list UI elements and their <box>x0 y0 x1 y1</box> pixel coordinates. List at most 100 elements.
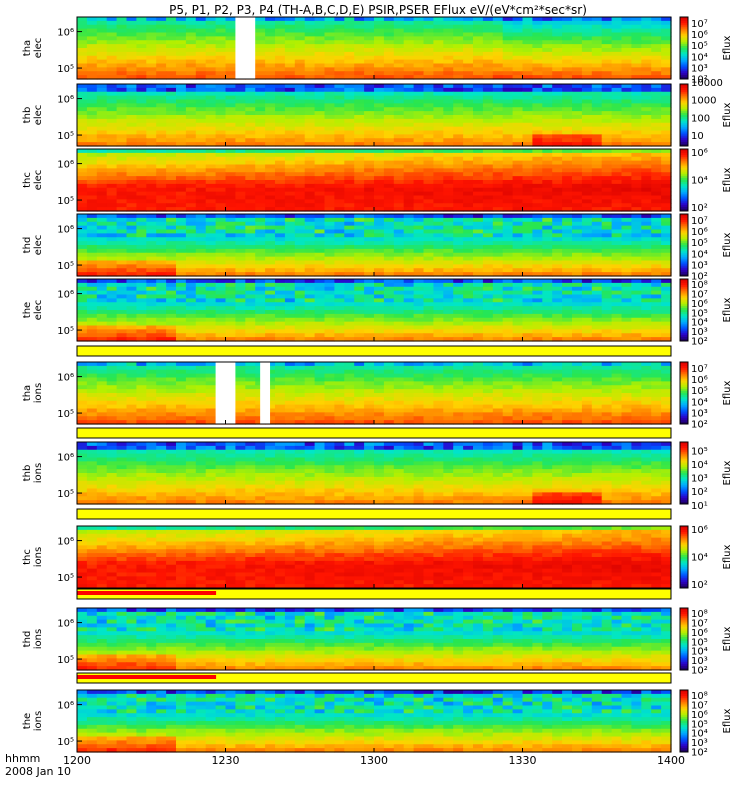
spectrogram-cell <box>413 337 425 342</box>
spectrogram-cell <box>77 156 88 162</box>
spectrogram-cell <box>651 264 662 269</box>
spectrogram-cell <box>116 298 128 303</box>
spectrogram-cell <box>532 67 543 72</box>
spectrogram-cell <box>453 225 464 231</box>
spectrogram-cell <box>166 329 177 334</box>
spectrogram-cell <box>116 233 128 238</box>
spectrogram-cell <box>443 264 454 269</box>
spectrogram-cell <box>275 103 286 108</box>
spectrogram-cell <box>631 142 642 147</box>
spectrogram-cell <box>393 294 405 299</box>
spectrogram-cell <box>453 252 464 258</box>
spectrogram-cell <box>423 279 434 284</box>
spectrogram-cell <box>591 75 603 80</box>
spectrogram-cell <box>423 84 434 89</box>
spectrogram-cell <box>581 302 593 307</box>
spectrogram-cell <box>235 99 246 104</box>
spectrogram-cell <box>324 183 335 189</box>
spectrogram-cell <box>294 118 306 124</box>
spectrogram-cell <box>166 233 177 238</box>
spectrogram-cell <box>443 44 454 49</box>
spectrogram-cell <box>344 168 355 173</box>
spectrogram-cell <box>304 87 316 93</box>
spectrogram-cell <box>542 118 553 124</box>
colorbar-segment <box>680 159 688 162</box>
spectrogram-cell <box>205 156 217 162</box>
spectrogram-cell <box>453 199 464 204</box>
spectrogram-cell <box>413 87 425 93</box>
spectrogram-cell <box>314 172 326 177</box>
spectrogram-cell <box>542 248 553 254</box>
spectrogram-cell <box>621 91 632 97</box>
spectrogram-cell <box>77 199 88 204</box>
spectrogram-cell <box>205 221 217 227</box>
spectrogram-cell <box>77 20 88 26</box>
spectrogram-cell <box>255 103 266 108</box>
spectrogram-cell <box>275 241 286 246</box>
spectrogram-cell <box>225 156 236 162</box>
spectrogram-cell <box>235 156 246 162</box>
spectrogram-cell <box>195 152 207 158</box>
spectrogram-cell <box>453 164 464 169</box>
spectrogram-cell <box>354 32 365 37</box>
spectrogram-cell <box>512 245 524 250</box>
spectrogram-cell <box>581 252 593 258</box>
spectrogram-cell <box>611 48 623 53</box>
spectrogram-cell <box>354 118 365 124</box>
spectrogram-cell <box>641 256 652 262</box>
spectrogram-cell <box>304 103 316 108</box>
spectrogram-cell <box>453 264 464 269</box>
spectrogram-cell <box>601 87 613 93</box>
spectrogram-cell <box>661 183 672 189</box>
colorbar-segment <box>680 54 688 57</box>
spectrogram-cell <box>334 103 345 108</box>
spectrogram-cell <box>334 118 345 124</box>
spectrogram-cell <box>502 217 514 223</box>
spectrogram-cell <box>126 164 137 169</box>
spectrogram-cell <box>156 302 167 307</box>
spectrogram-cell <box>334 286 345 292</box>
spectrogram-cell <box>304 91 316 97</box>
spectrogram-cell <box>374 241 385 246</box>
spectrogram-cell <box>235 225 246 231</box>
spectrogram-cell <box>552 329 563 334</box>
spectrogram-cell <box>245 138 256 143</box>
spectrogram-cell <box>235 298 246 303</box>
spectrogram-cell <box>383 187 395 193</box>
colorbar-segment <box>680 273 688 277</box>
spectrogram-cell <box>443 48 454 53</box>
spectrogram-cell <box>156 245 167 250</box>
spectrogram-cell <box>255 241 266 246</box>
spectrogram-cell <box>482 122 494 128</box>
spectrogram-cell <box>314 24 326 30</box>
spectrogram-cell <box>354 321 365 327</box>
spectrogram-cell <box>136 260 147 265</box>
spectrogram-cell <box>591 252 603 258</box>
spectrogram-cell <box>126 282 137 288</box>
spectrogram-cell <box>473 152 484 158</box>
spectrogram-cell <box>512 298 524 303</box>
spectrogram-cell <box>156 313 167 319</box>
spectrogram-cell <box>641 298 652 303</box>
spectrogram-cell <box>185 122 197 128</box>
spectrogram-cell <box>284 286 296 292</box>
spectrogram-cell <box>195 279 207 284</box>
spectrogram-cell <box>225 337 236 342</box>
spectrogram-cell <box>116 306 128 311</box>
spectrogram-cell <box>581 40 593 45</box>
spectrogram-cell <box>443 333 454 338</box>
spectrogram-cell <box>265 321 276 327</box>
spectrogram-cell <box>116 48 128 53</box>
spectrogram-cell <box>492 272 504 277</box>
spectrogram-cell <box>146 176 157 181</box>
spectrogram-cell <box>522 286 533 292</box>
spectrogram-cell <box>334 107 345 112</box>
spectrogram-cell <box>215 294 227 299</box>
spectrogram-cell <box>433 118 444 124</box>
spectrogram-cell <box>383 142 395 147</box>
spectrogram-cell <box>374 317 385 323</box>
spectrogram-cell <box>492 20 504 26</box>
spectrogram-cell <box>453 36 464 41</box>
spectrogram-cell <box>463 87 474 93</box>
spectrogram-cell <box>383 233 395 238</box>
